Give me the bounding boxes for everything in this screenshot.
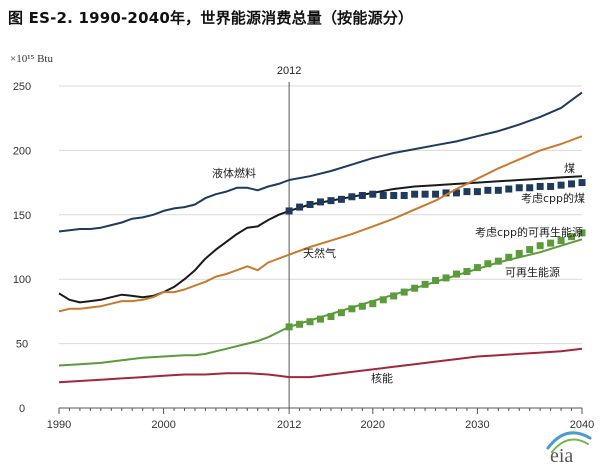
logo-swoosh-icon-2 — [551, 438, 589, 453]
x-tick-label: 1990 — [47, 419, 71, 431]
series-marker — [515, 249, 523, 257]
series-marker — [442, 189, 450, 197]
series-5 — [58, 238, 583, 367]
series-marker — [484, 186, 492, 194]
series-line — [58, 91, 583, 233]
series-marker — [452, 189, 460, 197]
series-label: 考虑cpp的可再生能源 — [475, 225, 583, 239]
eia-logo-text: eia — [550, 445, 573, 467]
series-marker — [473, 188, 481, 196]
series-marker — [494, 257, 502, 265]
series-marker — [432, 190, 440, 198]
series-marker — [400, 191, 408, 199]
y-tick-label: 100 — [13, 274, 31, 286]
series-2 — [285, 179, 586, 215]
series-marker — [317, 198, 324, 206]
series-label: 天然气 — [303, 246, 336, 260]
series-marker — [379, 296, 387, 304]
series-6 — [58, 347, 583, 384]
series-marker — [390, 292, 398, 300]
series-marker — [369, 190, 377, 198]
series-line — [58, 135, 583, 313]
series-4 — [285, 229, 586, 331]
series-marker — [452, 270, 460, 278]
series-marker — [547, 239, 555, 247]
series-marker — [390, 191, 398, 199]
series-1 — [58, 175, 583, 304]
series-marker — [568, 233, 576, 241]
series-line — [58, 238, 583, 367]
eia-logo: eia — [546, 431, 592, 467]
series-marker — [421, 190, 429, 198]
series-marker — [494, 186, 502, 194]
series-marker — [536, 182, 544, 190]
series-marker — [327, 197, 335, 205]
series-marker — [379, 191, 387, 199]
series-label: 核能 — [371, 371, 393, 385]
series-marker — [505, 185, 513, 193]
series-marker — [285, 207, 293, 215]
series-marker — [411, 190, 419, 198]
y-tick-label: 250 — [13, 81, 31, 93]
series-marker — [557, 237, 565, 245]
y-units-label: ×10¹⁵ Btu — [10, 53, 53, 65]
divider-label: 2012 — [277, 65, 301, 77]
series-line — [58, 175, 583, 304]
series-marker — [473, 264, 481, 272]
series-marker — [568, 180, 576, 188]
series-marker — [306, 200, 314, 208]
y-tick-label: 150 — [13, 210, 31, 222]
series-marker — [327, 313, 335, 321]
series-marker — [358, 191, 366, 199]
series-line — [58, 347, 583, 384]
series-marker — [505, 253, 513, 261]
x-tick-label: 2040 — [570, 419, 594, 431]
series-marker — [547, 182, 555, 190]
series-marker — [348, 305, 356, 313]
series-marker — [337, 195, 345, 203]
series-marker — [578, 179, 586, 187]
series-3 — [58, 135, 583, 313]
x-tick-label: 2020 — [361, 419, 385, 431]
series-marker — [578, 229, 586, 237]
series-marker — [484, 260, 492, 268]
series-marker — [515, 184, 523, 192]
axes: 0 50 100 150 200 250 1990 2000 2012 2020 2030 2040 2… — [13, 65, 594, 431]
series-0 — [58, 91, 583, 233]
series-marker — [536, 242, 544, 250]
series-marker — [337, 309, 345, 317]
series-marker — [463, 188, 471, 196]
series-label: 液体燃料 — [212, 166, 256, 180]
y-tick-label: 0 — [19, 403, 25, 415]
y-tick-label: 200 — [13, 145, 31, 157]
x-tick-label: 2000 — [151, 419, 175, 431]
series-label: 可再生能源 — [505, 265, 560, 279]
series-label: 煤 — [564, 162, 575, 175]
series-marker — [317, 315, 324, 323]
series-marker — [369, 300, 377, 308]
series-marker — [432, 276, 440, 284]
series-marker — [306, 318, 314, 326]
x-tick-label: 2012 — [277, 419, 301, 431]
series — [58, 91, 586, 384]
series-marker — [348, 193, 356, 201]
chart-title: 图 ES-2. 1990-2040年，世界能源消费总量（按能源分） — [8, 9, 414, 27]
x-tick-label: 2030 — [465, 419, 489, 431]
series-marker — [526, 184, 534, 192]
series-marker — [526, 246, 534, 254]
series-marker — [358, 302, 366, 310]
series-label: 考虑cpp的煤 — [521, 191, 585, 205]
series-marker — [557, 181, 565, 189]
series-marker — [296, 203, 304, 211]
logo-swoosh-icon — [546, 431, 592, 450]
y-tick-label: 50 — [16, 339, 28, 351]
